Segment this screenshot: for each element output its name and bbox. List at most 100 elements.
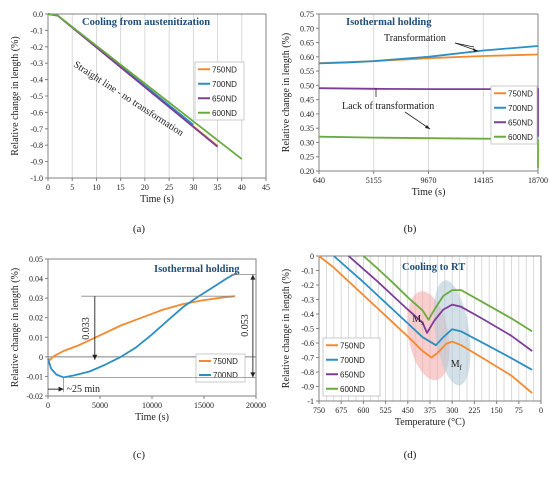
x-tick-label: 20 [141, 183, 149, 192]
x-tick-label: 375 [424, 406, 436, 415]
series-line-600nd [362, 255, 533, 333]
y-tick-label: 0 [310, 252, 314, 261]
arrowhead [92, 354, 98, 360]
y-tick-label: -0.1 [30, 26, 43, 35]
legend-label: 750ND [508, 89, 533, 98]
x-tick-label: 450 [402, 406, 414, 415]
y-tick-label: -0.1 [301, 267, 314, 276]
x-tick-label: 45 [262, 183, 270, 192]
annotation-arrow [404, 111, 431, 130]
series-line-750nd [47, 295, 236, 361]
y-tick-label: 0.45 [300, 96, 314, 105]
panel-caption: (a) [133, 223, 146, 235]
annotation-arrow [454, 42, 475, 48]
legend-label: 750ND [212, 65, 237, 74]
chart-title: Isothermal holding [154, 264, 240, 275]
y-tick-label: -1.0 [30, 174, 43, 183]
x-tick-label: 525 [380, 406, 392, 415]
panel-a: 0.0 -0.1 -0.2 -0.3 -0.4 -0.5 -0.6 -0.7 -0.8 -0.9 -… [10, 10, 270, 235]
legend-label: 700ND [508, 104, 533, 113]
annotation-arrowhead [473, 48, 478, 52]
x-tick-label: 14185 [473, 176, 493, 185]
series-line-600nd [47, 13, 243, 160]
x-tick-label: 5 [70, 183, 74, 192]
x-tick-label: 0 [46, 183, 50, 192]
y-tick-label: 0.05 [29, 255, 43, 264]
annotation-text: Ms [412, 314, 424, 327]
y-tick-label: 0.03 [29, 294, 43, 303]
series-line-700nd [318, 45, 539, 65]
x-axis-title: Time (s) [135, 412, 169, 423]
y-tick-label: 0.01 [29, 333, 43, 342]
legend-label: 750ND [340, 341, 365, 350]
x-tick-label: 18700 [528, 176, 548, 185]
y-tick-label: 0.55 [300, 67, 314, 76]
y-tick-label: -1 [307, 397, 314, 406]
y-tick-label: 0.0 [33, 10, 43, 19]
y-tick-label: -0.6 [301, 339, 314, 348]
x-tick-label: 20000 [246, 401, 266, 410]
x-tick-label: 25 [165, 183, 173, 192]
legend-label: 650ND [340, 370, 365, 379]
panel-c: 0.050.040.030.020.010-0.01-0.020 5000 1000… [10, 255, 266, 461]
x-tick-label: 35 [214, 183, 222, 192]
x-tick-label: 30 [189, 183, 197, 192]
x-axis-title: Time (s) [140, 194, 174, 205]
series-line-700nd [333, 255, 533, 371]
chart-title: Isothermal holding [346, 17, 432, 28]
x-tick-label: 5155 [366, 176, 382, 185]
x-tick-label: 640 [313, 176, 325, 185]
y-tick-label: 0.25 [300, 153, 314, 162]
legend-label: 650ND [212, 94, 237, 103]
arrowhead [58, 386, 64, 392]
x-tick-label: 10000 [142, 401, 162, 410]
series-line-650nd [348, 255, 533, 352]
x-tick-label: 15 [117, 183, 125, 192]
chart-title: Cooling to RT [402, 262, 465, 273]
x-tick-label: 225 [468, 406, 480, 415]
x-tick-label: 750 [313, 406, 325, 415]
y-tick-label: 0 [39, 353, 43, 362]
y-tick-label: 0.35 [300, 124, 314, 133]
y-tick-label: 0.04 [29, 275, 43, 284]
x-tick-label: 0 [539, 406, 543, 415]
x-axis-title: Temperature (°C) [395, 417, 465, 428]
series-line-700nd [47, 272, 238, 379]
chart-title: Cooling from austenitization [82, 17, 210, 28]
y-tick-label: -0.3 [301, 296, 314, 305]
y-tick-label: -0.02 [26, 392, 43, 401]
y-tick-label: -0.6 [30, 108, 43, 117]
x-tick-label: 300 [446, 406, 458, 415]
y-tick-label: -0.4 [30, 76, 43, 85]
y-tick-label: -0.8 [301, 368, 314, 377]
y-tick-label: -0.01 [26, 372, 43, 381]
y-tick-label: -0.7 [301, 354, 314, 363]
x-tick-label: 600 [357, 406, 369, 415]
legend-label: 750ND [213, 357, 238, 366]
annotation-text: Lack of transformation [342, 101, 434, 112]
y-tick-label: 0.65 [300, 39, 314, 48]
x-tick-label: 675 [335, 406, 347, 415]
x-tick-label: 9670 [421, 176, 437, 185]
y-tick-label: -0.9 [30, 158, 43, 167]
y-axis-title: Relative change in length (%) [281, 33, 292, 152]
annotation-main: M [412, 314, 421, 325]
y-tick-label: 0.75 [300, 10, 314, 19]
panel-caption: (d) [404, 449, 417, 461]
y-axis-title: Relative change in length (%) [281, 269, 292, 388]
legend [490, 85, 538, 145]
legend-label: 600ND [212, 109, 237, 118]
y-tick-label: -0.7 [30, 125, 43, 134]
legend-label: 700ND [340, 356, 365, 365]
x-tick-label: 10 [92, 183, 100, 192]
y-tick-label: -0.5 [301, 325, 314, 334]
legend-label: 650ND [508, 118, 533, 127]
annotation-arrowhead [425, 125, 430, 129]
annotation-text: Mf [451, 359, 463, 372]
legend [322, 337, 381, 397]
arrowhead [250, 274, 256, 280]
x-tick-label: 0 [46, 401, 50, 410]
y-tick-label: -0.4 [301, 310, 314, 319]
annotation-subscript: f [460, 364, 463, 372]
